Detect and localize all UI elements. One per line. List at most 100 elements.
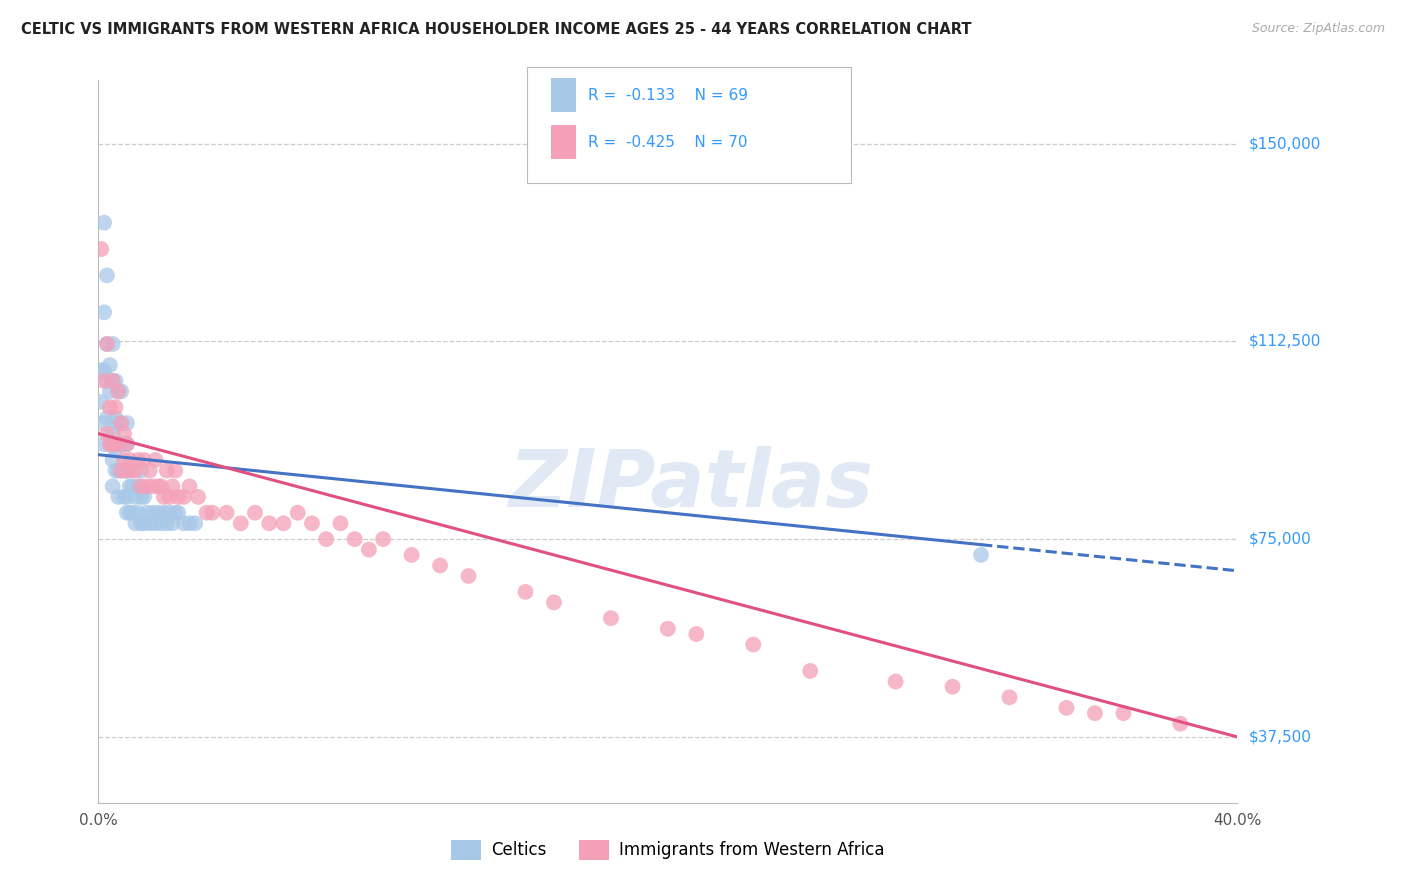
Point — [93, 363, 115, 377]
Point — [93, 216, 115, 230]
Point — [124, 464, 146, 478]
Text: CELTIC VS IMMIGRANTS FROM WESTERN AFRICA HOUSEHOLDER INCOME AGES 25 - 44 YEARS C: CELTIC VS IMMIGRANTS FROM WESTERN AFRICA… — [21, 22, 972, 37]
Point — [129, 516, 152, 531]
Point — [115, 464, 138, 478]
Point — [970, 548, 993, 562]
Point — [195, 506, 218, 520]
Point — [93, 437, 115, 451]
Point — [138, 464, 160, 478]
Point — [93, 416, 115, 430]
Point — [145, 516, 167, 531]
Point — [110, 437, 132, 451]
Point — [243, 506, 266, 520]
Point — [153, 506, 176, 520]
Point — [101, 437, 124, 451]
Text: ZIPatlas: ZIPatlas — [508, 446, 873, 524]
Point — [98, 401, 121, 415]
Point — [301, 516, 323, 531]
Point — [543, 595, 565, 609]
Point — [112, 426, 135, 441]
Point — [150, 516, 173, 531]
Point — [1170, 716, 1192, 731]
Point — [132, 516, 155, 531]
Point — [287, 506, 309, 520]
Point — [90, 242, 112, 256]
Point — [121, 479, 143, 493]
Point — [115, 437, 138, 451]
Point — [148, 479, 170, 493]
Point — [129, 479, 152, 493]
Point — [104, 442, 127, 457]
Point — [135, 506, 157, 520]
Point — [685, 627, 707, 641]
Point — [110, 384, 132, 399]
Text: $112,500: $112,500 — [1249, 334, 1320, 349]
Point — [112, 464, 135, 478]
Point — [90, 363, 112, 377]
Point — [1112, 706, 1135, 720]
Point — [184, 516, 207, 531]
Point — [127, 506, 149, 520]
Point — [121, 464, 143, 478]
Text: Source: ZipAtlas.com: Source: ZipAtlas.com — [1251, 22, 1385, 36]
Point — [156, 464, 179, 478]
Point — [215, 506, 238, 520]
Point — [118, 506, 141, 520]
Point — [162, 479, 184, 493]
Point — [315, 532, 337, 546]
Point — [124, 516, 146, 531]
Point — [107, 437, 129, 451]
Point — [150, 479, 173, 493]
Point — [104, 437, 127, 451]
Point — [148, 506, 170, 520]
Point — [115, 437, 138, 451]
Point — [657, 622, 679, 636]
Point — [259, 516, 281, 531]
Point — [96, 337, 118, 351]
Point — [90, 395, 112, 409]
Point — [141, 506, 163, 520]
Point — [401, 548, 423, 562]
Point — [104, 401, 127, 415]
Point — [132, 453, 155, 467]
Point — [159, 490, 181, 504]
Point — [329, 516, 352, 531]
Point — [229, 516, 252, 531]
Point — [742, 638, 765, 652]
Point — [104, 374, 127, 388]
Text: $37,500: $37,500 — [1249, 730, 1312, 745]
Point — [110, 416, 132, 430]
Point — [118, 479, 141, 493]
Point — [884, 674, 907, 689]
Point — [101, 374, 124, 388]
Point — [96, 426, 118, 441]
Point — [141, 479, 163, 493]
Point — [118, 453, 141, 467]
Point — [101, 374, 124, 388]
Point — [110, 464, 132, 478]
Point — [201, 506, 224, 520]
Point — [167, 506, 190, 520]
Point — [799, 664, 821, 678]
Point — [167, 490, 190, 504]
Point — [173, 490, 195, 504]
Point — [107, 416, 129, 430]
Point — [104, 464, 127, 478]
Point — [159, 506, 181, 520]
Point — [101, 337, 124, 351]
Point — [179, 479, 201, 493]
Point — [112, 453, 135, 467]
Point — [98, 384, 121, 399]
Text: $75,000: $75,000 — [1249, 532, 1312, 547]
Point — [129, 464, 152, 478]
Point — [107, 464, 129, 478]
Point — [98, 358, 121, 372]
Point — [107, 384, 129, 399]
Point — [98, 437, 121, 451]
Point — [124, 490, 146, 504]
Point — [457, 569, 479, 583]
Point — [96, 374, 118, 388]
Point — [165, 464, 187, 478]
Point — [998, 690, 1021, 705]
Point — [129, 490, 152, 504]
